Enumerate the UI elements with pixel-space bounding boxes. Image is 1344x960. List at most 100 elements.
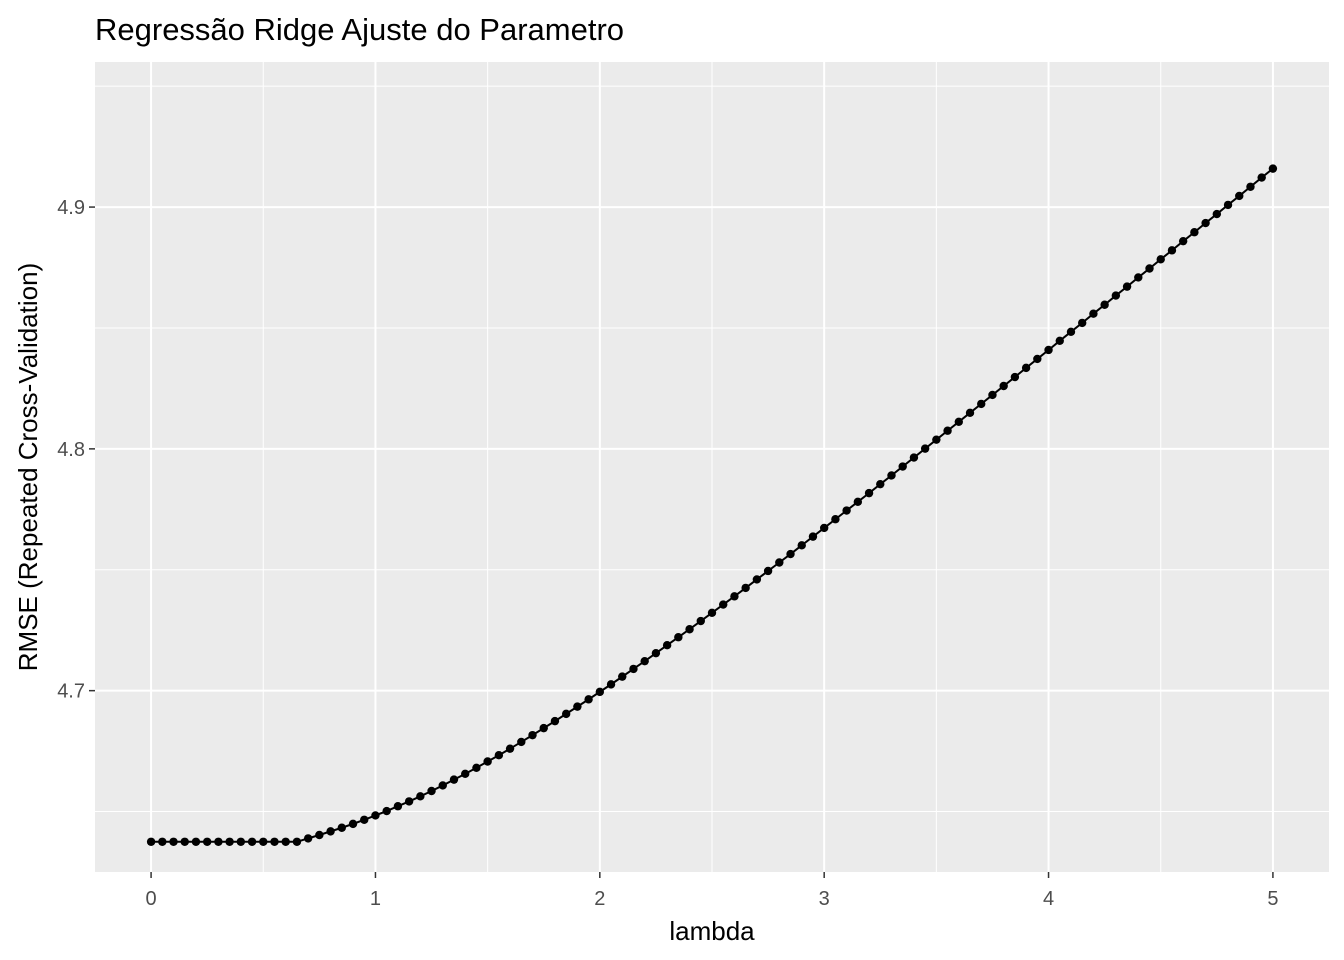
data-point: [763, 566, 773, 576]
data-point: [1235, 191, 1244, 201]
data-point: [876, 479, 885, 489]
data-point: [1201, 218, 1210, 228]
data-point: [247, 837, 257, 846]
data-point: [315, 830, 324, 840]
data-point: [472, 763, 481, 772]
data-point: [404, 797, 414, 806]
data-point: [348, 819, 358, 829]
data-point: [651, 648, 661, 658]
y-tick-label: 4.8: [57, 439, 85, 461]
data-point: [1167, 246, 1177, 255]
data-point: [1145, 264, 1154, 273]
data-point: [326, 827, 335, 836]
data-point: [730, 592, 739, 601]
data-point: [517, 737, 526, 747]
data-point: [954, 417, 963, 426]
data-point: [573, 702, 582, 711]
y-tick-label: 4.9: [57, 197, 85, 219]
data-point: [528, 730, 537, 740]
data-point: [887, 471, 896, 480]
y-tick-label: 4.7: [57, 681, 85, 703]
data-point: [606, 680, 616, 689]
data-point: [707, 608, 717, 617]
data-point: [719, 600, 728, 609]
data-point: [494, 751, 504, 760]
data-point: [1268, 164, 1278, 173]
data-point: [853, 497, 863, 507]
data-point: [225, 837, 234, 846]
y-axis-ticks: 4.7 4.8 4.9: [57, 197, 95, 703]
data-point: [909, 453, 919, 462]
data-point: [674, 633, 683, 642]
data-point: [618, 672, 627, 681]
data-point: [1044, 345, 1053, 355]
data-point: [752, 575, 762, 584]
data-point: [977, 399, 986, 409]
data-point: [236, 837, 246, 846]
data-point: [1134, 273, 1143, 282]
data-point: [965, 408, 975, 418]
data-point: [180, 837, 189, 846]
data-point: [640, 656, 649, 666]
data-point: [775, 558, 784, 567]
data-point: [461, 769, 470, 779]
data-point: [1111, 291, 1121, 300]
data-point: [1100, 300, 1109, 309]
data-point: [438, 781, 447, 790]
data-point: [629, 664, 638, 674]
x-tick-label: 3: [819, 888, 830, 910]
major-grid: [95, 62, 1329, 872]
data-point: [842, 506, 851, 515]
data-point: [337, 823, 346, 832]
data-point: [303, 834, 313, 843]
data-point: [270, 837, 279, 846]
data-point: [831, 515, 840, 524]
chart-title: Regressão Ridge Ajuste do Parametro: [95, 12, 624, 47]
data-point: [371, 811, 380, 820]
data-point: [416, 792, 425, 801]
data-point: [393, 802, 403, 811]
x-tick-label: 4: [1043, 888, 1054, 910]
data-point: [292, 837, 302, 846]
data-point: [696, 616, 705, 626]
data-point: [864, 488, 874, 498]
data-point: [1246, 182, 1255, 191]
data-point: [584, 695, 593, 704]
data-point: [1223, 200, 1233, 210]
data-point: [483, 757, 492, 766]
data-point: [259, 837, 268, 846]
data-point: [158, 837, 167, 846]
data-point: [1021, 363, 1031, 373]
data-point: [797, 541, 806, 550]
x-axis-ticks: 0 1 2 3 4 5: [146, 872, 1278, 910]
data-point: [595, 687, 605, 697]
data-point: [191, 837, 201, 846]
data-point: [281, 837, 290, 846]
data-point: [932, 435, 941, 444]
data-point: [202, 837, 212, 846]
data-point: [999, 381, 1008, 391]
x-tick-label: 0: [146, 888, 157, 910]
x-tick-label: 2: [594, 888, 605, 910]
data-point: [1212, 209, 1222, 219]
data-point: [898, 462, 907, 471]
data-point: [1178, 236, 1188, 246]
minor-grid: [95, 62, 1329, 872]
series-layer: [146, 164, 1278, 846]
data-point: [427, 786, 436, 796]
data-point: [449, 775, 459, 784]
data-point: [360, 815, 369, 824]
data-point: [169, 837, 178, 846]
data-point: [741, 583, 750, 593]
data-point: [786, 549, 795, 559]
y-axis-title: RMSE (Repeated Cross-Validation): [13, 263, 43, 671]
data-point: [662, 641, 672, 650]
data-point: [550, 716, 560, 726]
data-point: [1190, 228, 1199, 237]
data-point: [988, 390, 997, 400]
data-point: [1156, 255, 1165, 264]
data-point: [146, 837, 156, 846]
data-point: [819, 523, 829, 533]
data-point: [920, 444, 930, 453]
